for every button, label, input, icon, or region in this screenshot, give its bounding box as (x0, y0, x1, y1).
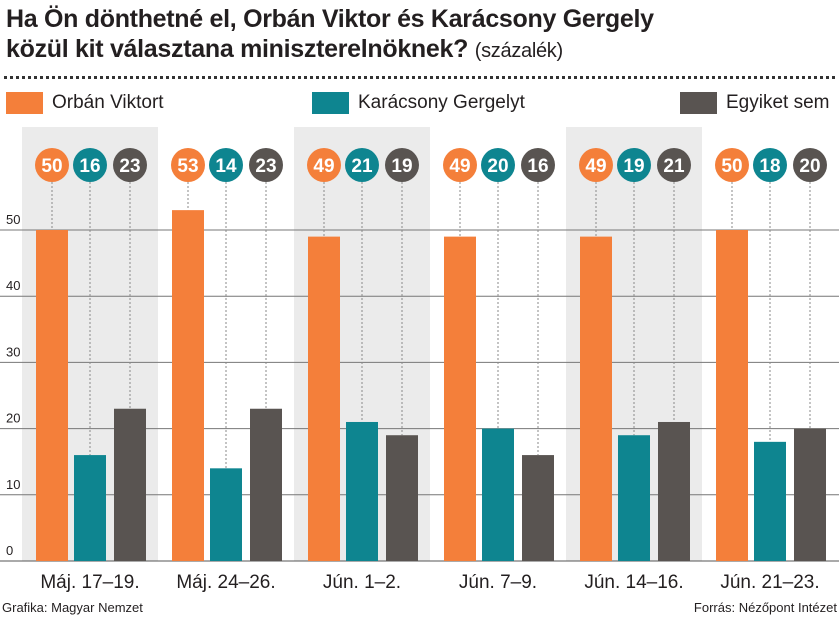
value-badge (443, 148, 477, 182)
bar (172, 210, 204, 561)
x-tick-label: Jún. 7–9. (459, 572, 537, 593)
data-label: 20 (487, 156, 508, 177)
legend-item-egyiket: Egyiket sem (680, 92, 829, 114)
legend-label: Karácsony Gergelyt (358, 92, 525, 113)
data-label: 50 (41, 156, 62, 177)
value-badge (657, 148, 691, 182)
y-tick-label: 40 (6, 278, 20, 293)
x-tick-label: Máj. 24–26. (176, 572, 275, 593)
bar (794, 428, 826, 561)
value-badge (249, 148, 283, 182)
data-label: 14 (215, 156, 237, 177)
value-badge (579, 148, 613, 182)
value-badge (753, 148, 787, 182)
legend-item-orban: Orbán Viktort (6, 92, 164, 114)
legend-swatch (6, 92, 43, 114)
bar (482, 428, 514, 561)
bar (618, 435, 650, 561)
data-label: 21 (663, 156, 685, 177)
bar (386, 435, 418, 561)
value-badge (385, 148, 419, 182)
data-label: 49 (313, 156, 334, 177)
value-badge (73, 148, 107, 182)
data-label: 53 (177, 156, 198, 177)
data-label: 49 (449, 156, 470, 177)
data-label: 19 (623, 156, 644, 177)
bar (716, 230, 748, 561)
value-badge (35, 148, 69, 182)
data-label: 23 (255, 156, 276, 177)
value-badge (171, 148, 205, 182)
data-label: 20 (799, 156, 820, 177)
data-label: 50 (721, 156, 742, 177)
credit: Grafika: Magyar Nemzet (2, 600, 143, 615)
value-badge (617, 148, 651, 182)
bar (114, 408, 146, 561)
legend-label: Egyiket sem (726, 92, 830, 113)
bar (74, 455, 106, 561)
data-label: 16 (79, 156, 100, 177)
bar (522, 455, 554, 561)
y-tick-label: 0 (6, 543, 13, 558)
value-badge (793, 148, 827, 182)
value-badge (521, 148, 555, 182)
legend-swatch (680, 92, 717, 114)
y-tick-label: 30 (6, 344, 20, 359)
data-label: 16 (527, 156, 548, 177)
bar (580, 236, 612, 561)
data-label: 23 (119, 156, 140, 177)
data-label: 21 (351, 156, 373, 177)
title-line-2: közül kit választana miniszterelnöknek? (6, 35, 469, 63)
y-tick-label: 50 (6, 212, 20, 227)
bar (754, 441, 786, 561)
data-label: 19 (391, 156, 412, 177)
value-badge (715, 148, 749, 182)
x-tick-label: Jún. 1–2. (323, 572, 401, 593)
bar (36, 230, 68, 561)
chart-title: Ha Ön dönthetné el, Orbán Viktor és Kará… (6, 4, 654, 66)
legend-label: Orbán Viktort (52, 92, 164, 113)
data-label: 18 (759, 156, 780, 177)
legend-item-karacsony: Karácsony Gergelyt (312, 92, 525, 114)
value-badge (307, 148, 341, 182)
legend-swatch (312, 92, 349, 114)
y-tick-label: 20 (6, 411, 20, 426)
value-badge (209, 148, 243, 182)
value-badge (481, 148, 515, 182)
y-tick-label: 10 (6, 477, 20, 492)
x-tick-label: Máj. 17–19. (40, 572, 139, 593)
bar (346, 421, 378, 561)
source: Forrás: Nézőpont Intézet (693, 600, 837, 615)
value-badge (345, 148, 379, 182)
x-tick-label: Jún. 14–16. (584, 572, 683, 593)
bar (210, 468, 242, 561)
value-badge (113, 148, 147, 182)
bar (658, 421, 690, 561)
bar (308, 236, 340, 561)
x-tick-label: Jún. 21–23. (720, 572, 819, 593)
unit-label: (százalék) (474, 40, 563, 62)
bar (250, 408, 282, 561)
dotted-divider (4, 76, 835, 79)
title-line-1: Ha Ön dönthetné el, Orbán Viktor és Kará… (6, 5, 654, 33)
bar (444, 236, 476, 561)
data-label: 49 (585, 156, 606, 177)
